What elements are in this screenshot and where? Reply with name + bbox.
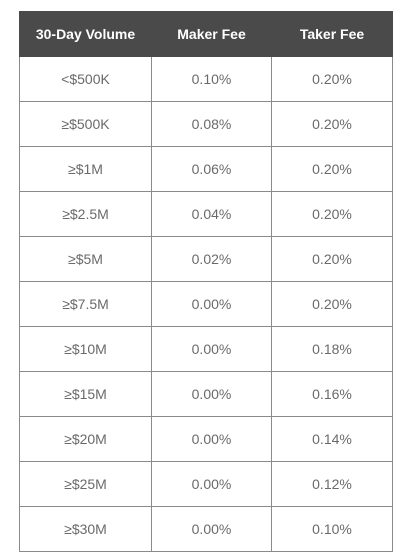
maker-fee-cell: 0.00% xyxy=(151,371,272,417)
volume-cell: ≥$2.5M xyxy=(19,191,152,237)
fee-schedule-table-container: 30-Day Volume Maker Fee Taker Fee <$500K… xyxy=(19,11,393,552)
taker-fee-cell: 0.20% xyxy=(271,191,393,237)
taker-fee-cell: 0.20% xyxy=(271,56,393,102)
maker-fee-cell: 0.08% xyxy=(151,101,272,147)
maker-fee-cell: 0.00% xyxy=(151,281,272,327)
table-row: ≥$1M 0.06% 0.20% xyxy=(19,146,393,192)
volume-cell: ≥$30M xyxy=(19,506,152,552)
table-row: ≥$5M 0.02% 0.20% xyxy=(19,236,393,282)
table-body: <$500K 0.10% 0.20% ≥$500K 0.08% 0.20% ≥$… xyxy=(19,56,393,552)
table-row: <$500K 0.10% 0.20% xyxy=(19,56,393,102)
volume-cell: ≥$25M xyxy=(19,461,152,507)
volume-cell: <$500K xyxy=(19,56,152,102)
maker-fee-cell: 0.00% xyxy=(151,326,272,372)
fee-schedule-table: 30-Day Volume Maker Fee Taker Fee <$500K… xyxy=(19,11,393,552)
volume-cell: ≥$15M xyxy=(19,371,152,417)
volume-cell: ≥$10M xyxy=(19,326,152,372)
taker-fee-cell: 0.20% xyxy=(271,101,393,147)
table-row: ≥$10M 0.00% 0.18% xyxy=(19,326,393,372)
maker-fee-cell: 0.00% xyxy=(151,461,272,507)
maker-fee-cell: 0.00% xyxy=(151,416,272,462)
table-row: ≥$25M 0.00% 0.12% xyxy=(19,461,393,507)
maker-fee-cell: 0.04% xyxy=(151,191,272,237)
taker-fee-cell: 0.10% xyxy=(271,506,393,552)
header-volume: 30-Day Volume xyxy=(19,11,152,57)
table-row: ≥$30M 0.00% 0.10% xyxy=(19,506,393,552)
header-taker-fee: Taker Fee xyxy=(271,11,393,57)
header-maker-fee: Maker Fee xyxy=(151,11,272,57)
taker-fee-cell: 0.20% xyxy=(271,146,393,192)
taker-fee-cell: 0.18% xyxy=(271,326,393,372)
table-row: ≥$15M 0.00% 0.16% xyxy=(19,371,393,417)
taker-fee-cell: 0.12% xyxy=(271,461,393,507)
taker-fee-cell: 0.14% xyxy=(271,416,393,462)
table-row: ≥$20M 0.00% 0.14% xyxy=(19,416,393,462)
table-row: ≥$2.5M 0.04% 0.20% xyxy=(19,191,393,237)
volume-cell: ≥$5M xyxy=(19,236,152,282)
volume-cell: ≥$7.5M xyxy=(19,281,152,327)
maker-fee-cell: 0.06% xyxy=(151,146,272,192)
table-header: 30-Day Volume Maker Fee Taker Fee xyxy=(19,11,393,57)
maker-fee-cell: 0.00% xyxy=(151,506,272,552)
taker-fee-cell: 0.16% xyxy=(271,371,393,417)
table-row: ≥$7.5M 0.00% 0.20% xyxy=(19,281,393,327)
table-row: ≥$500K 0.08% 0.20% xyxy=(19,101,393,147)
volume-cell: ≥$20M xyxy=(19,416,152,462)
header-row: 30-Day Volume Maker Fee Taker Fee xyxy=(19,11,393,57)
volume-cell: ≥$1M xyxy=(19,146,152,192)
taker-fee-cell: 0.20% xyxy=(271,236,393,282)
volume-cell: ≥$500K xyxy=(19,101,152,147)
maker-fee-cell: 0.02% xyxy=(151,236,272,282)
taker-fee-cell: 0.20% xyxy=(271,281,393,327)
maker-fee-cell: 0.10% xyxy=(151,56,272,102)
